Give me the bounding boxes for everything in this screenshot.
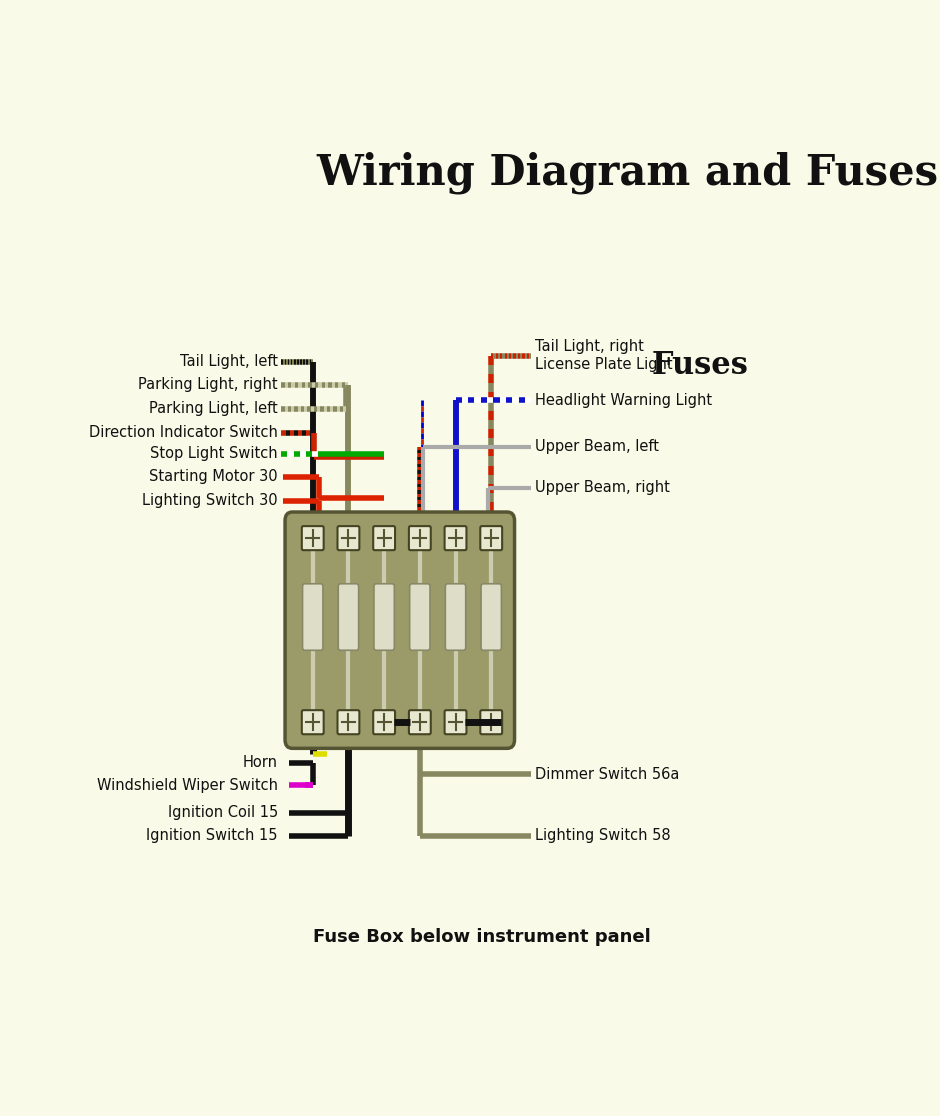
Text: Starting Motor 30: Starting Motor 30 xyxy=(149,470,278,484)
Text: Ignition Switch 15: Ignition Switch 15 xyxy=(147,828,278,844)
FancyBboxPatch shape xyxy=(409,710,431,734)
Text: Lighting Switch 30: Lighting Switch 30 xyxy=(142,493,278,509)
FancyBboxPatch shape xyxy=(445,526,466,550)
Text: Wiring Diagram and Fuses: Wiring Diagram and Fuses xyxy=(317,152,938,194)
FancyBboxPatch shape xyxy=(285,512,514,749)
FancyBboxPatch shape xyxy=(302,710,323,734)
Text: Tail Light, right
License Plate Light: Tail Light, right License Plate Light xyxy=(535,339,672,372)
FancyBboxPatch shape xyxy=(303,584,323,651)
Text: Direction Indicator Switch: Direction Indicator Switch xyxy=(89,425,278,441)
FancyBboxPatch shape xyxy=(446,584,465,651)
FancyBboxPatch shape xyxy=(480,710,502,734)
FancyBboxPatch shape xyxy=(410,584,430,651)
Text: Fuse Box below instrument panel: Fuse Box below instrument panel xyxy=(313,929,650,946)
Text: Ignition Coil 15: Ignition Coil 15 xyxy=(167,806,278,820)
FancyBboxPatch shape xyxy=(302,526,323,550)
FancyBboxPatch shape xyxy=(374,584,395,651)
Text: Upper Beam, left: Upper Beam, left xyxy=(535,440,659,454)
FancyBboxPatch shape xyxy=(445,710,466,734)
Text: Headlight Warning Light: Headlight Warning Light xyxy=(535,393,713,407)
FancyBboxPatch shape xyxy=(481,584,501,651)
FancyBboxPatch shape xyxy=(409,526,431,550)
Text: Parking Light, right: Parking Light, right xyxy=(138,377,278,393)
FancyBboxPatch shape xyxy=(373,526,395,550)
Text: Lighting Switch 58: Lighting Switch 58 xyxy=(535,828,670,844)
FancyBboxPatch shape xyxy=(373,710,395,734)
Text: Parking Light, left: Parking Light, left xyxy=(149,402,278,416)
Text: Stop Light Switch: Stop Light Switch xyxy=(150,446,278,461)
FancyBboxPatch shape xyxy=(480,526,502,550)
Text: Fuses: Fuses xyxy=(651,350,749,382)
FancyBboxPatch shape xyxy=(337,710,359,734)
Text: Horn: Horn xyxy=(243,756,278,770)
Text: Windshield Wiper Switch: Windshield Wiper Switch xyxy=(97,778,278,792)
Text: Tail Light, left: Tail Light, left xyxy=(180,354,278,369)
Text: Dimmer Switch 56a: Dimmer Switch 56a xyxy=(535,767,680,781)
FancyBboxPatch shape xyxy=(338,584,359,651)
FancyBboxPatch shape xyxy=(337,526,359,550)
Text: Upper Beam, right: Upper Beam, right xyxy=(535,481,670,496)
